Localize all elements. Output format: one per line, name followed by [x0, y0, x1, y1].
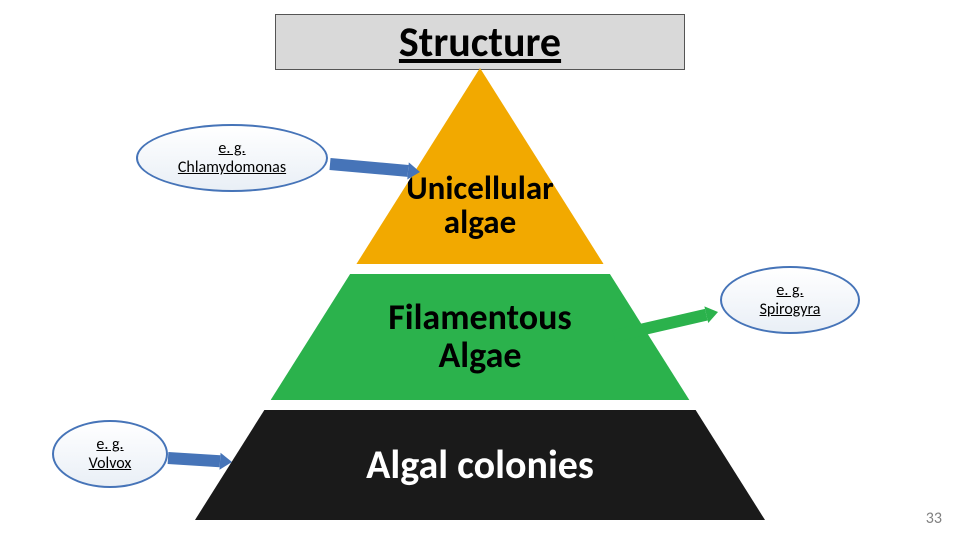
page-title: Structure — [399, 17, 561, 68]
callout-eg-chlamydomonas: e. g. — [218, 139, 245, 158]
callout-example-volvox: Volvox — [89, 454, 132, 473]
stage: Structure UnicellularalgaeFilamentousAlg… — [0, 0, 960, 540]
page-number: 33 — [926, 509, 942, 528]
arrow-volvox — [156, 446, 244, 474]
pyramid-level-label-1: FilamentousAlgae — [388, 299, 572, 375]
callout-spirogyra: e. g. Spirogyra — [720, 266, 860, 334]
arrow-spirogyra — [602, 300, 730, 348]
title-box: Structure — [275, 14, 685, 70]
callout-eg-spirogyra: e. g. — [776, 281, 803, 300]
callout-example-chlamydomonas: Chlamydomonas — [178, 158, 286, 177]
callout-example-spirogyra: Spirogyra — [760, 300, 821, 319]
callout-volvox: e. g. Volvox — [52, 420, 168, 488]
pyramid-level-2: Algal colonies — [195, 410, 765, 520]
callout-chlamydomonas: e. g. Chlamydomonas — [136, 124, 328, 192]
callout-eg-volvox: e. g. — [96, 435, 123, 454]
arrow-chlamydomonas — [318, 152, 432, 184]
pyramid-level-label-2: Algal colonies — [366, 444, 594, 486]
